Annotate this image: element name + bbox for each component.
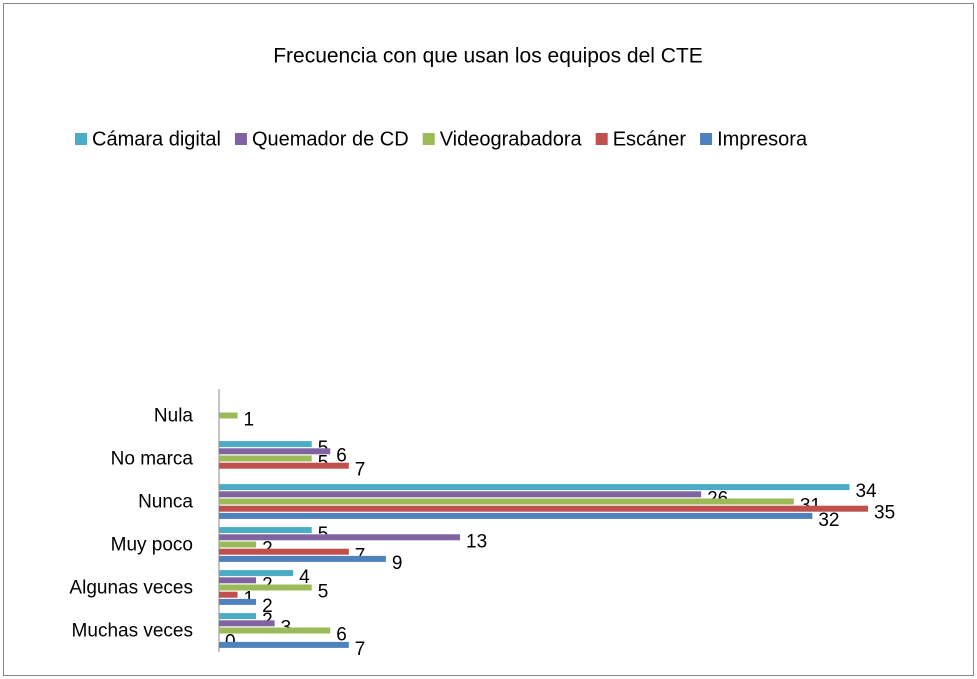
data-label: 32 bbox=[818, 510, 839, 531]
data-label: 5 bbox=[318, 582, 329, 603]
bar bbox=[219, 455, 312, 462]
data-label: 13 bbox=[466, 531, 487, 552]
category-label: Algunas veces bbox=[69, 578, 193, 599]
category-label: Muy poco bbox=[111, 535, 193, 556]
chart-title: Frecuencia con que usan los equipos del … bbox=[273, 45, 703, 68]
legend-label: Escáner bbox=[613, 128, 687, 150]
bar bbox=[219, 441, 312, 448]
bar bbox=[219, 620, 275, 627]
chart-frame bbox=[3, 3, 974, 676]
bar bbox=[219, 584, 312, 591]
legend-label: Impresora bbox=[717, 128, 808, 150]
data-label: 34 bbox=[855, 481, 877, 502]
category-label: Muchas veces bbox=[72, 621, 193, 642]
bar bbox=[219, 555, 386, 562]
data-label: 7 bbox=[355, 639, 366, 660]
data-label: 9 bbox=[392, 553, 403, 574]
bar bbox=[219, 534, 461, 541]
data-label: 1 bbox=[244, 410, 255, 431]
bar bbox=[219, 512, 813, 519]
legend-swatch bbox=[234, 133, 247, 145]
bar bbox=[219, 570, 294, 577]
bar bbox=[219, 484, 850, 491]
bar bbox=[219, 491, 702, 498]
data-label: 35 bbox=[874, 503, 895, 524]
category-label: Nunca bbox=[138, 492, 193, 513]
bar bbox=[219, 577, 257, 584]
legend-swatch bbox=[422, 133, 435, 145]
bar bbox=[219, 448, 331, 455]
data-label: 2 bbox=[262, 596, 273, 617]
bar bbox=[219, 541, 257, 548]
bar bbox=[219, 498, 794, 505]
legend-label: Videograbadora bbox=[440, 128, 583, 150]
legend-label: Cámara digital bbox=[92, 128, 221, 150]
bar bbox=[219, 527, 312, 534]
bar bbox=[219, 505, 868, 512]
bar bbox=[219, 613, 257, 620]
bar bbox=[219, 462, 349, 469]
data-label: 7 bbox=[355, 460, 366, 481]
category-label: No marca bbox=[111, 449, 194, 470]
bar bbox=[219, 548, 349, 555]
data-label: 6 bbox=[336, 445, 347, 466]
bar bbox=[219, 591, 238, 598]
category-label: Nula bbox=[154, 406, 194, 427]
legend-swatch bbox=[75, 133, 87, 145]
legend-swatch bbox=[595, 133, 608, 145]
data-label: 6 bbox=[336, 625, 347, 646]
bar bbox=[219, 412, 238, 419]
legend-swatch bbox=[700, 133, 713, 145]
legend-label: Quemador de CD bbox=[252, 128, 409, 150]
bar bbox=[219, 598, 257, 605]
data-label: 4 bbox=[299, 567, 310, 588]
bar bbox=[219, 641, 349, 648]
bar bbox=[219, 627, 331, 634]
